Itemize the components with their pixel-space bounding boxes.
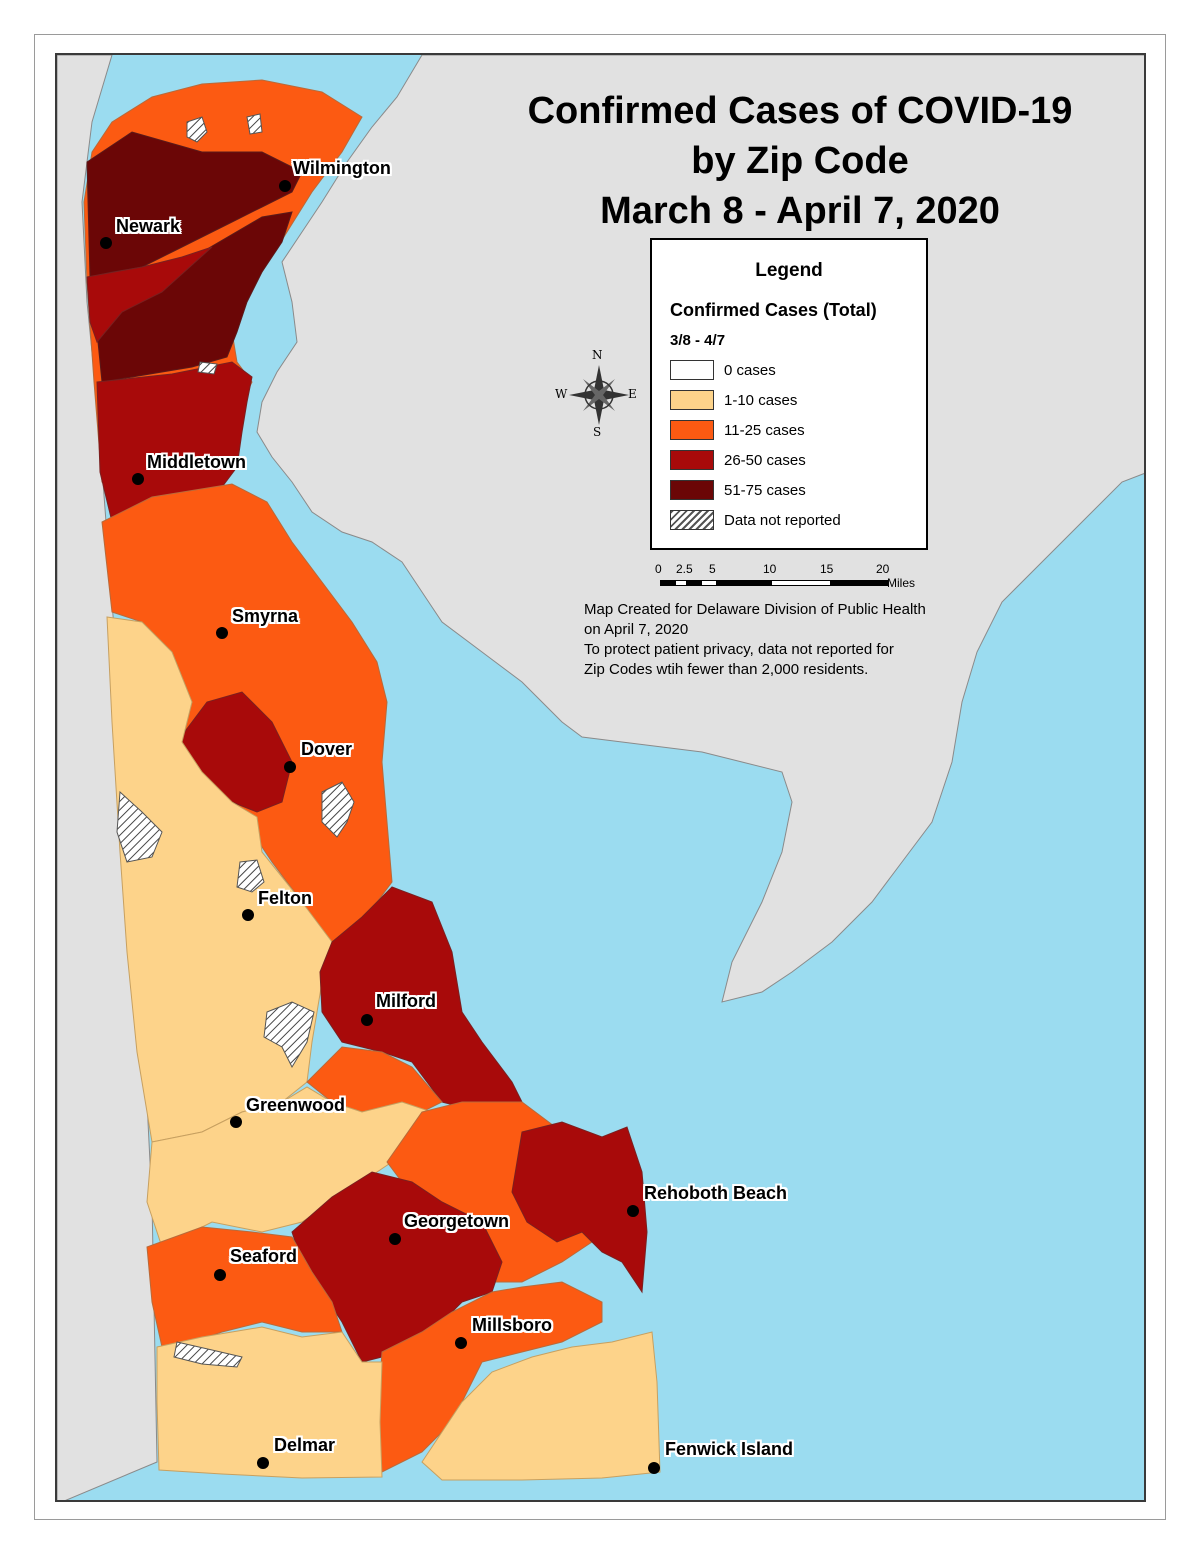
legend-label: 11-25 cases — [724, 421, 805, 439]
city-dot-milford — [361, 1014, 373, 1026]
city-dot-felton — [242, 909, 254, 921]
hatch-area-4 — [321, 781, 355, 838]
region-wilmington-dark — [96, 211, 293, 383]
legend-item-2: 11-25 cases — [670, 418, 805, 442]
city-label-seaford: Seaford — [230, 1246, 298, 1266]
legend-swatch — [670, 390, 714, 410]
compass-east-label: E — [628, 387, 637, 401]
city-label-smyrna: Smyrna — [232, 606, 299, 626]
note-line2: on April 7, 2020 — [584, 621, 689, 638]
scale-tick-0: 0 — [655, 562, 662, 576]
compass-north-label: N — [592, 348, 603, 362]
city-dot-dover — [284, 761, 296, 773]
legend-label: Data not reported — [724, 511, 841, 529]
city-dot-delmar — [257, 1457, 269, 1469]
scale-bar — [660, 580, 888, 586]
city-label-felton: Felton — [258, 888, 312, 908]
city-label-delmar: Delmar — [274, 1435, 336, 1455]
note-line4: Zip Codes wtih fewer than 2,000 resident… — [584, 661, 869, 678]
legend-label: 0 cases — [724, 361, 776, 379]
map-title-line3: March 8 - April 7, 2020 — [600, 190, 1000, 232]
city-label-millsboro: Millsboro — [472, 1315, 552, 1335]
legend-item-3: 26-50 cases — [670, 448, 806, 472]
city-dot-rehoboth-beach — [627, 1205, 639, 1217]
scale-tick-20: 20 — [876, 562, 890, 576]
city-dot-wilmington — [279, 180, 291, 192]
scale-tick-10: 10 — [763, 562, 777, 576]
hatch-area-5 — [236, 859, 265, 893]
city-label-rehoboth-beach: Rehoboth Beach — [644, 1183, 788, 1203]
city-label-georgetown: Georgetown — [404, 1211, 510, 1231]
legend-swatch — [670, 450, 714, 470]
legend-label: 1-10 cases — [724, 391, 798, 409]
city-label-middletown: Middletown — [147, 452, 246, 472]
scale-tick-2-5: 2.5 — [676, 562, 693, 576]
region-red-band-1 — [86, 246, 213, 343]
hatch-area-8 — [197, 361, 218, 375]
city-label-wilmington: Wilmington — [293, 158, 391, 178]
compass-west-label: W — [555, 387, 568, 401]
city-dot-georgetown — [389, 1233, 401, 1245]
city-label-fenwick-island: Fenwick Island — [665, 1439, 794, 1459]
city-dot-fenwick-island — [648, 1462, 660, 1474]
city-label-greenwood: Greenwood — [246, 1095, 346, 1115]
hatch-area-6 — [263, 1001, 315, 1069]
map-title: Confirmed Cases of COVID-19 by Zip Code … — [430, 86, 1170, 236]
scale-tick-5: 5 — [709, 562, 716, 576]
legend-item-0: 0 cases — [670, 358, 776, 382]
city-dot-smyrna — [216, 627, 228, 639]
note-line3: To protect patient privacy, data not rep… — [584, 641, 894, 658]
legend-label: 51-75 cases — [724, 481, 806, 499]
scale-unit: Miles — [887, 576, 916, 590]
legend-swatch — [670, 420, 714, 440]
region-rehoboth — [511, 1121, 648, 1294]
city-dot-middletown — [132, 473, 144, 485]
legend-item-5: Data not reported — [670, 508, 841, 532]
legend-item-4: 51-75 cases — [670, 478, 806, 502]
region-millsboro — [376, 1281, 603, 1473]
compass-icon — [569, 365, 629, 425]
legend-item-1: 1-10 cases — [670, 388, 797, 412]
hatch-area-1 — [186, 116, 208, 143]
legend-swatch — [670, 480, 714, 500]
legend-heading: Legend — [755, 260, 823, 281]
city-dot-greenwood — [230, 1116, 242, 1128]
city-label-newark: Newark — [116, 216, 181, 236]
map-canvas — [57, 55, 1144, 1500]
compass-south-label: S — [593, 425, 602, 439]
scale-tick-15: 15 — [820, 562, 834, 576]
note-line1: Map Created for Delaware Division of Pub… — [584, 601, 926, 618]
outer-frame — [34, 34, 1166, 1520]
city-label-dover: Dover — [301, 739, 353, 759]
region-southeast-sussex — [421, 1331, 661, 1481]
city-dot-millsboro — [455, 1337, 467, 1349]
city-dot-seaford — [214, 1269, 226, 1281]
map-title-line2: by Zip Code — [691, 140, 909, 182]
hatch-area-2 — [246, 113, 263, 135]
map-title-line1: Confirmed Cases of COVID-19 — [527, 90, 1073, 132]
map-frame — [55, 53, 1146, 1502]
legend-box: Legend Confirmed Cases (Total) 3/8 - 4/7… — [650, 238, 928, 550]
city-label-milford: Milford — [376, 991, 436, 1011]
legend-swatch-hatch — [670, 510, 714, 530]
hatch-area-3 — [116, 790, 163, 863]
map-notes: Map Created for Delaware Division of Pub… — [584, 600, 1004, 680]
legend-subtitle: Confirmed Cases (Total) — [670, 300, 877, 320]
legend-swatch — [670, 360, 714, 380]
legend-date-range: 3/8 - 4/7 — [670, 332, 726, 349]
legend-label: 26-50 cases — [724, 451, 806, 469]
city-dot-newark — [100, 237, 112, 249]
hatch-area-7 — [173, 1341, 243, 1368]
